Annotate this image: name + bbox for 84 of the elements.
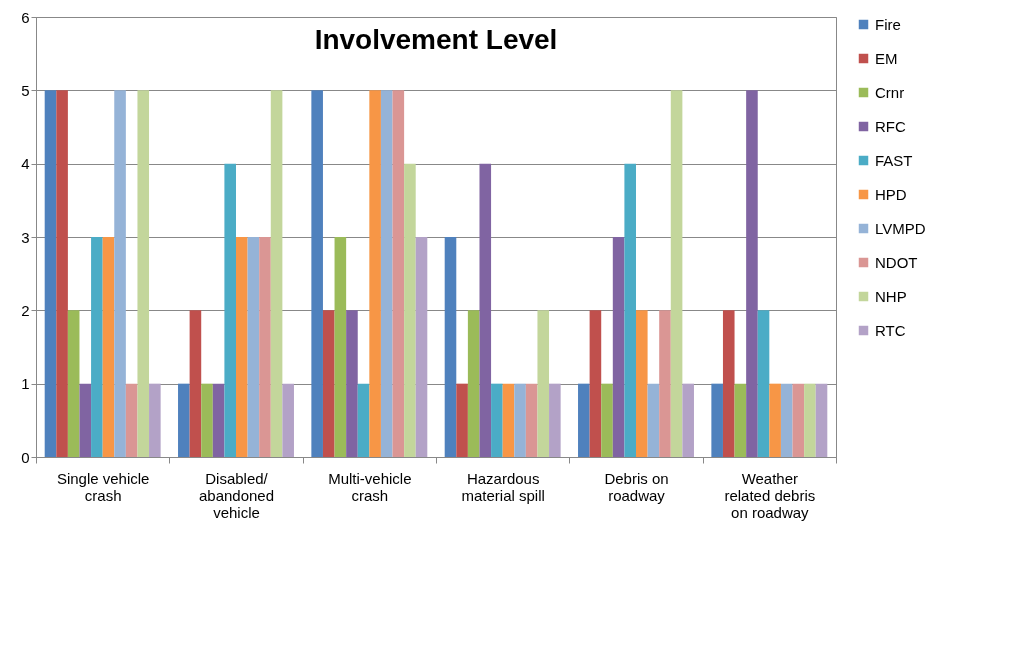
y-tick-label: 5 [21, 81, 30, 99]
bar [746, 90, 758, 457]
y-tick-label: 4 [21, 155, 30, 173]
legend-label: Crnr [875, 83, 905, 101]
bar [259, 237, 271, 457]
bar [491, 383, 503, 457]
bar [102, 237, 115, 457]
legend-label: NHP [875, 287, 907, 305]
bar [769, 383, 781, 457]
x-tick-label: Hazardous material spill [461, 469, 545, 504]
bar [578, 383, 590, 457]
y-tick-label: 0 [21, 448, 30, 466]
bar [815, 383, 828, 457]
bar [415, 237, 428, 457]
x-tick-label: Disabled/ abandoned vehicle [198, 469, 275, 521]
x-tick-label: Weather related debris on roadway [724, 469, 816, 521]
bar [125, 383, 138, 457]
bar [804, 383, 816, 457]
bar [178, 383, 190, 457]
bar [479, 163, 492, 457]
y-tick-label: 6 [21, 8, 30, 26]
bar [549, 383, 561, 457]
x-tick-label: Single vehicle crash [56, 469, 150, 504]
bar [647, 383, 660, 457]
legend-label: NDOT [875, 253, 918, 271]
bar [612, 237, 625, 457]
bar [624, 163, 636, 457]
bar [525, 383, 538, 457]
chart-title: Involvement Level [314, 24, 558, 55]
legend-label: EM [875, 49, 898, 67]
x-tick-label: Debris on roadway [604, 469, 669, 504]
bar [537, 310, 550, 457]
legend-label: RFC [875, 117, 906, 135]
bar [514, 383, 526, 457]
legend-label: HPD [875, 185, 907, 203]
bar [270, 90, 283, 457]
y-tick-label: 1 [21, 375, 30, 393]
bar [189, 310, 202, 457]
bar [149, 383, 161, 457]
y-tick-label: 2 [21, 301, 30, 319]
bar [247, 237, 260, 457]
bar [467, 310, 480, 457]
bar [56, 90, 68, 457]
bar [392, 90, 405, 457]
bar [444, 237, 457, 457]
bar [404, 163, 416, 457]
bar [780, 383, 793, 457]
bar [201, 383, 213, 457]
bar [659, 310, 671, 457]
legend-label: RTC [875, 321, 906, 339]
bar [601, 383, 613, 457]
bar [589, 310, 602, 457]
bar [369, 90, 381, 457]
legend-label: LVMPD [875, 219, 926, 237]
bar [792, 383, 805, 457]
bar [44, 90, 57, 457]
bar [682, 383, 694, 457]
bar [334, 237, 347, 457]
bar [114, 90, 126, 457]
legend-label: FAST [875, 151, 913, 169]
bar [79, 383, 92, 457]
bar [91, 237, 103, 457]
legend-label: Fire [875, 15, 901, 33]
bar [456, 383, 468, 457]
bar [282, 383, 294, 457]
bar [502, 383, 515, 457]
bar [212, 383, 225, 457]
bar [670, 90, 683, 457]
bar [236, 237, 248, 457]
bar [722, 310, 735, 457]
x-tick-label: Multi-vehicle crash [328, 469, 412, 504]
bar [636, 310, 648, 457]
bar [67, 310, 80, 457]
bar [734, 383, 747, 457]
bar [357, 383, 370, 457]
bar [757, 310, 770, 457]
bar [137, 90, 150, 457]
bar [224, 163, 236, 457]
bar [346, 310, 358, 457]
bar [380, 90, 393, 457]
y-tick-label: 3 [21, 228, 30, 246]
bar [311, 90, 323, 457]
bar [711, 383, 723, 457]
bar [322, 310, 335, 457]
